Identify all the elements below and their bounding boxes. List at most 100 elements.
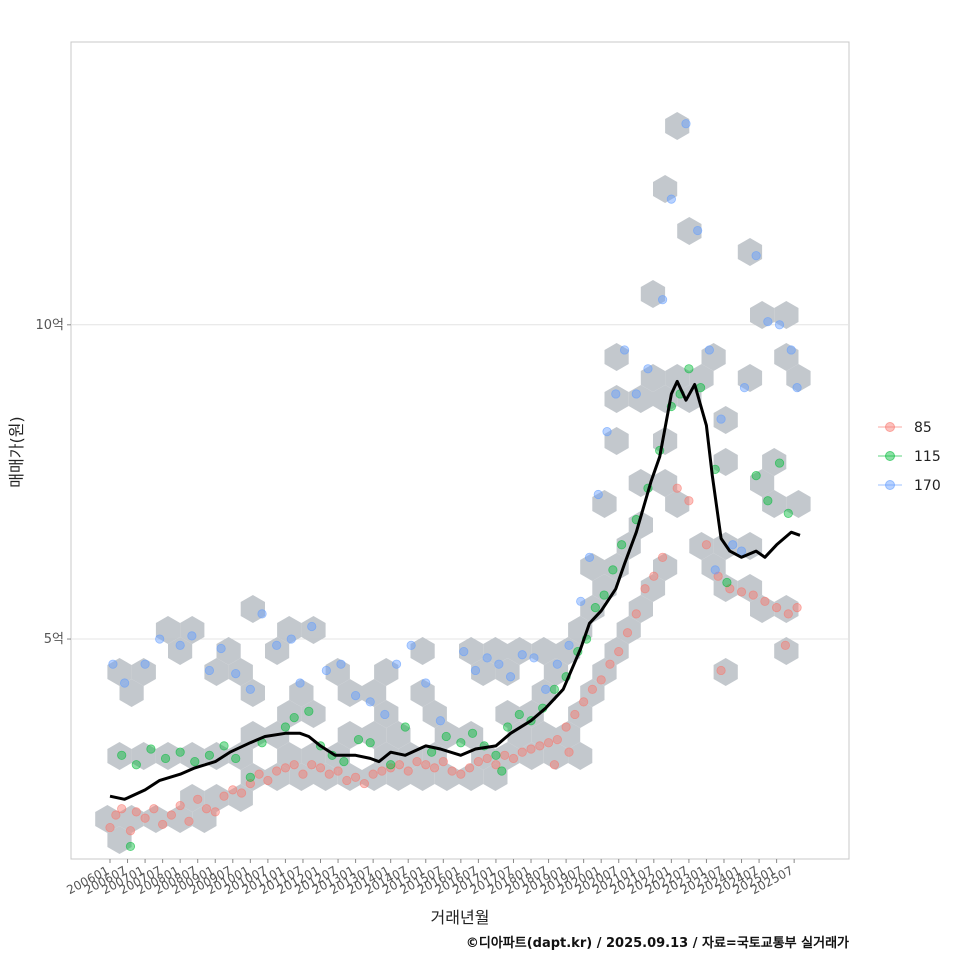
data-point-170 (576, 596, 586, 606)
data-point-85 (640, 584, 650, 594)
data-point-85 (736, 587, 747, 597)
hexbin-cell (180, 784, 205, 812)
data-point-85 (772, 603, 782, 613)
data-point-115 (117, 750, 127, 760)
data-point-115 (365, 738, 375, 748)
data-point-115 (190, 756, 200, 767)
hexbin-cell (543, 742, 569, 770)
hexbin-cell (737, 532, 763, 560)
data-point-85 (526, 744, 536, 754)
data-point-115 (219, 741, 229, 751)
data-point-85 (245, 778, 255, 789)
hexbin-cell (192, 805, 217, 833)
hexbin-cell (737, 574, 763, 602)
data-point-85 (350, 772, 361, 782)
hexbin-cell (107, 742, 132, 770)
data-point-170 (631, 389, 641, 399)
hexbin-cell (580, 595, 605, 623)
hexbin-cell (301, 742, 326, 770)
hexbin-cell (640, 364, 666, 392)
hexbin-cell (240, 721, 265, 749)
hexbin-cell (216, 637, 241, 665)
data-point-85 (263, 775, 273, 786)
hexbin-cell (289, 679, 314, 707)
hexbin-cell (495, 700, 520, 728)
hexbin-cell (628, 595, 653, 623)
data-point-85 (228, 785, 238, 795)
hexbin-cell (289, 763, 314, 791)
data-point-170 (751, 251, 761, 261)
hexbin-cell (313, 763, 338, 791)
data-point-85 (605, 659, 615, 669)
data-point-85 (131, 807, 141, 817)
data-point-85 (210, 807, 220, 817)
data-point-170 (350, 690, 361, 701)
legend-key-point (885, 480, 895, 490)
hexbin-cell (204, 784, 229, 812)
hexbin-cell (737, 238, 763, 266)
data-point-85 (549, 760, 560, 770)
hexbin-cell (592, 658, 617, 686)
data-point-115 (441, 731, 451, 742)
scatter-points (105, 119, 802, 852)
hexbin-cell (750, 301, 775, 329)
data-point-170 (257, 609, 267, 619)
data-point-170 (763, 317, 773, 327)
data-point-85 (166, 810, 176, 820)
data-point-85 (649, 571, 659, 581)
data-point-85 (342, 775, 352, 786)
data-point-85 (465, 763, 475, 773)
data-point-85 (201, 804, 212, 814)
data-point-85 (780, 640, 790, 650)
data-point-85 (473, 756, 483, 767)
data-point-85 (412, 756, 422, 767)
data-point-85 (377, 766, 387, 776)
data-point-115 (503, 722, 513, 732)
data-point-170 (187, 631, 197, 641)
data-point-115 (456, 738, 466, 748)
data-point-85 (359, 778, 369, 789)
data-point-170 (108, 659, 118, 669)
data-point-170 (470, 665, 481, 676)
data-point-170 (728, 540, 738, 550)
hexbin-cell (689, 532, 714, 560)
data-point-115 (175, 747, 185, 757)
hexbin-cell (265, 637, 290, 665)
data-point-85 (394, 760, 405, 770)
data-point-115 (231, 753, 241, 764)
data-point-170 (295, 678, 305, 688)
data-point-170 (231, 669, 241, 679)
data-point-170 (564, 640, 574, 650)
hexbin-cell (592, 490, 617, 518)
data-point-85 (631, 609, 641, 619)
trend-line-layer (109, 379, 801, 801)
hexbin-cell (119, 679, 144, 707)
trend-line (109, 379, 801, 801)
data-point-170 (204, 665, 215, 676)
legend-label: 85 (914, 420, 932, 436)
data-point-85 (111, 810, 121, 820)
hexbin-cell (180, 616, 205, 644)
data-point-85 (792, 603, 802, 613)
data-point-115 (386, 760, 396, 770)
hexbin-cell (653, 175, 678, 203)
data-point-115 (751, 471, 761, 481)
data-point-85 (421, 760, 431, 770)
data-point-85 (184, 816, 194, 826)
hexbin-cell (131, 742, 156, 770)
y-axis-title: 매매가(원) (7, 416, 26, 487)
hexbin-cell (495, 658, 520, 686)
data-point-85 (315, 763, 326, 773)
data-point-85 (491, 760, 501, 770)
legend-key-point (885, 422, 895, 432)
hexbin-cell (628, 385, 653, 413)
data-point-85 (716, 665, 726, 676)
hexbin-cell (774, 637, 799, 665)
data-point-170 (482, 653, 492, 663)
hexbin-cell (265, 763, 290, 791)
y-tick-label: 10억 (35, 318, 64, 333)
data-point-85 (333, 766, 343, 776)
hexbin-cell (604, 637, 629, 665)
hexbin-cell (374, 700, 399, 728)
data-point-170 (421, 678, 431, 688)
